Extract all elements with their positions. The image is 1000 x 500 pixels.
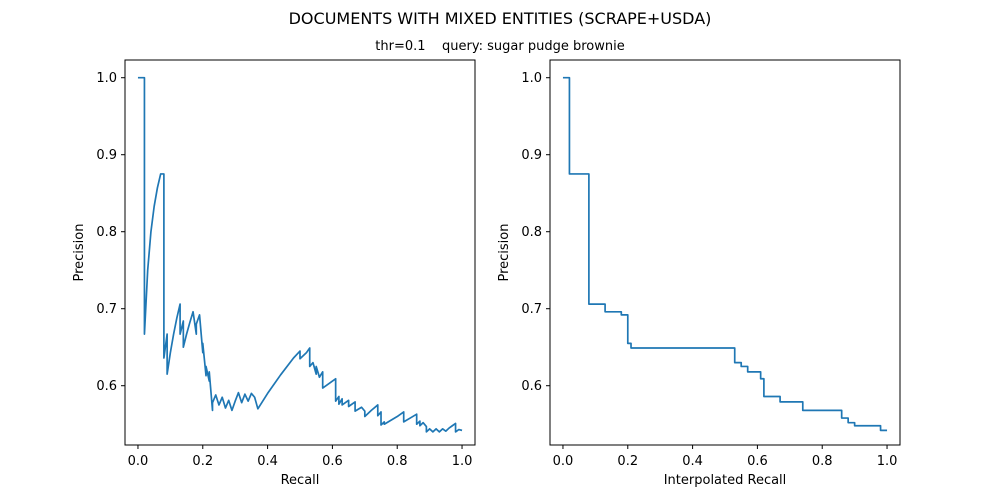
series-line — [562, 76, 888, 432]
series-line — [137, 76, 463, 433]
y-tick-label: 1.0 — [521, 71, 542, 86]
interpolated-precision-recall-plot: 0.0 0.2 0.4 0.6 0.8 1.0 0.6 0.7 0.8 0.9 1.0 Interpo… — [497, 59, 901, 488]
x-tick-label: 1.0 — [452, 454, 473, 469]
precision-recall-plot: 0.0 0.2 0.4 0.6 0.8 1.0 0.6 0.7 0.8 0.9 1.0 Recall P… — [72, 59, 476, 488]
x-tick-label: 1.0 — [877, 454, 898, 469]
y-tick-label: 0.8 — [96, 225, 117, 240]
x-tick-label: 0.0 — [553, 454, 574, 469]
x-tick-label: 0.8 — [387, 454, 408, 469]
x-tick-label: 0.8 — [812, 454, 833, 469]
y-tick-label: 0.6 — [96, 379, 117, 394]
x-tick-label: 0.2 — [192, 454, 213, 469]
x-tick-label: 0.4 — [257, 454, 278, 469]
x-tick-label: 0.6 — [322, 454, 343, 469]
x-tick-label: 0.2 — [617, 454, 638, 469]
plot-frame — [124, 59, 476, 446]
y-axis-label: Precision — [72, 223, 87, 281]
y-tick-label: 0.7 — [96, 302, 117, 317]
y-axis-label: Precision — [497, 223, 512, 281]
y-tick-label: 0.8 — [521, 225, 542, 240]
x-axis-label: Interpolated Recall — [664, 473, 787, 488]
x-tick-label: 0.4 — [682, 454, 703, 469]
y-tick-label: 0.9 — [96, 148, 117, 163]
y-tick-label: 1.0 — [96, 71, 117, 86]
figure-title: DOCUMENTS WITH MIXED ENTITIES (SCRAPE+US… — [289, 9, 712, 28]
figure-subtitle: thr=0.1 query: sugar pudge brownie — [375, 39, 624, 54]
x-tick-label: 0.6 — [747, 454, 768, 469]
y-tick-label: 0.9 — [521, 148, 542, 163]
x-axis-label: Recall — [281, 473, 320, 488]
y-tick-label: 0.7 — [521, 302, 542, 317]
x-tick-label: 0.0 — [128, 454, 149, 469]
y-tick-label: 0.6 — [521, 379, 542, 394]
plot-frame — [549, 59, 901, 446]
